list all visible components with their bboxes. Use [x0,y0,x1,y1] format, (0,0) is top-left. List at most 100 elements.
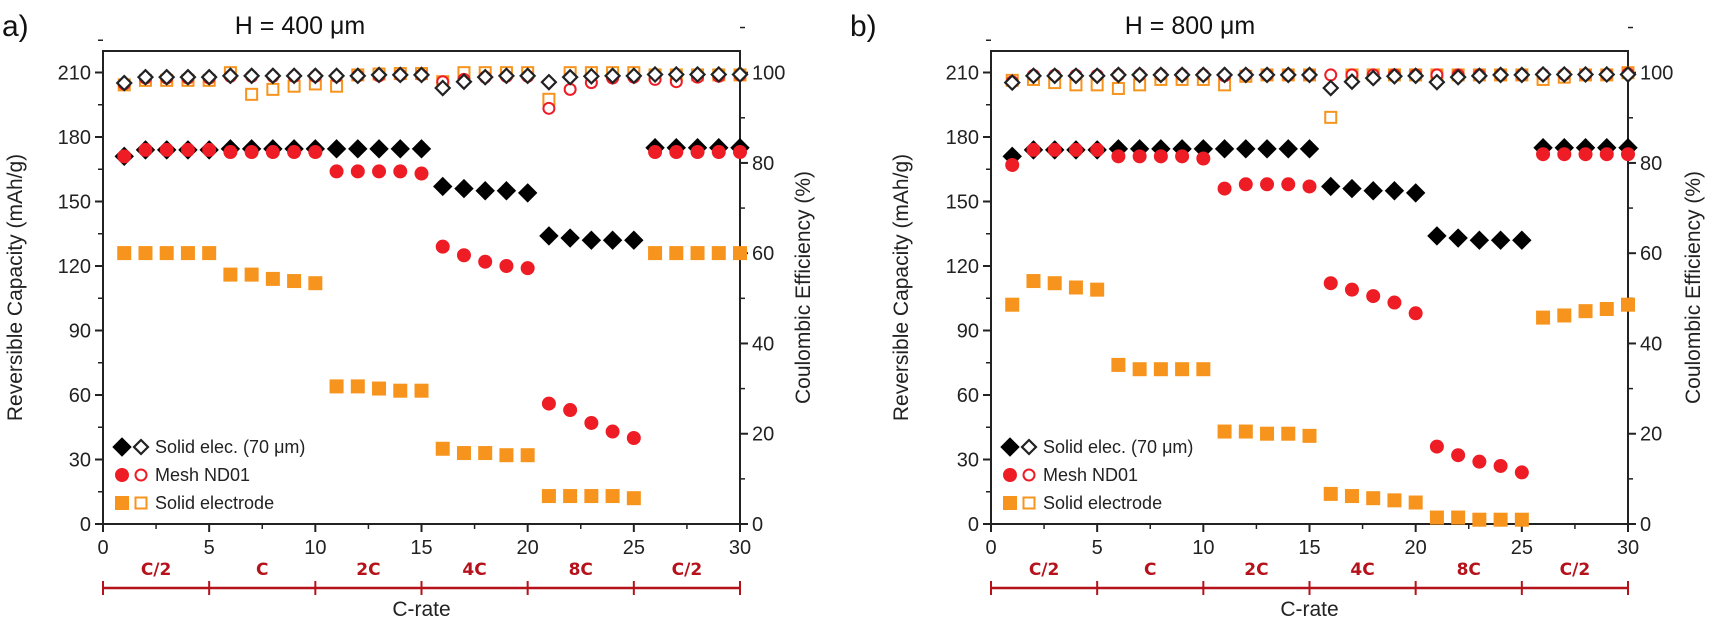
capacity-point [560,228,580,248]
capacity-point [1257,139,1277,159]
x-tick-label: 20 [1405,537,1427,559]
capacity-point [1153,362,1168,377]
legend-marker-filled [1003,468,1017,482]
c-rate-label: 8C [1457,560,1481,580]
capacity-point [1238,424,1253,439]
capacity-point [648,145,663,160]
x-tick-label: 10 [304,537,326,559]
legend-label: Mesh ND01 [155,465,250,485]
capacity-point [1493,458,1508,473]
capacity-point [202,246,217,261]
y-tick-label: 120 [58,256,91,278]
legend: Solid elec. (70 μm) Mesh ND01 Solid electr… [112,437,305,513]
capacity-point [1026,142,1041,157]
capacity-point [1557,308,1572,323]
c-rate-label: C/2 [672,560,703,580]
panel-label: b) [850,10,877,43]
capacity-point [1238,177,1253,192]
capacity-point [539,226,559,246]
capacity-point [329,379,344,394]
capacity-point [1599,302,1614,316]
y-axis-label: Reversible Capacity (mAh/g) [890,154,913,421]
ce-point [1576,65,1595,84]
ce-point [306,67,324,85]
capacity-point [287,145,302,160]
y2-tick-label: 60 [1640,243,1662,265]
legend-label: Solid electrode [1043,493,1162,513]
x-tick-label: 0 [985,537,996,559]
capacity-point [435,239,450,254]
capacity-point [1578,147,1593,162]
capacity-point [159,142,174,157]
ce-point [542,101,556,115]
capacity-point [626,491,641,506]
capacity-point [1260,177,1275,192]
x-tick-label: 0 [97,537,108,559]
ce-point [455,73,473,91]
c-rate-label: C [1144,560,1156,580]
ce-point [412,66,431,84]
capacity-point [1217,424,1232,439]
capacity-point [1214,139,1235,159]
capacity-point [1175,149,1190,164]
capacity-point [308,276,323,291]
capacity-point [393,164,408,179]
capacity-point [1299,139,1320,159]
ce-point [349,67,367,85]
ce-point [328,67,346,85]
legend-label: Solid elec. (70 μm) [155,437,305,457]
capacity-point [478,254,493,269]
capacity-point [1111,149,1126,164]
c-rate-label: 2C [1244,560,1268,580]
y-tick-label: 180 [946,127,979,149]
capacity-point [1408,306,1423,321]
capacity-point [393,383,408,398]
series-ce-diamond [115,65,749,97]
capacity-point [1344,489,1359,504]
ce-point [1324,110,1338,124]
ce-point [1619,65,1637,84]
capacity-point [1469,230,1490,250]
capacity-point [605,489,620,504]
capacity-point [1427,226,1447,246]
y-tick-label: 150 [946,192,979,214]
legend-marker-open [1022,468,1036,482]
ce-point [625,67,643,85]
ce-point [1555,65,1573,84]
capacity-point [517,183,538,203]
y-tick-label: 90 [957,321,979,343]
capacity-point [1405,183,1426,203]
c-rate-label: C/2 [1560,560,1591,580]
x-tick-label: 5 [1092,537,1103,559]
capacity-point [348,139,368,159]
capacity-point [369,139,389,159]
x-tick-label: 15 [410,537,432,559]
capacity-point [669,145,684,160]
capacity-point [563,489,578,504]
capacity-point [1514,512,1529,527]
ce-point [200,68,218,86]
chart-title: H = 400 μm [235,12,365,40]
x-axis-label: C-rate [392,598,450,621]
capacity-point [1429,439,1444,454]
capacity-point [1451,510,1466,525]
capacity-point [414,166,429,181]
capacity-point [1408,495,1423,510]
capacity-point [1196,151,1211,166]
ce-point [561,68,579,86]
ce-point [1513,66,1531,84]
capacity-point [433,176,453,197]
capacity-point [1196,362,1211,377]
capacity-point [1366,491,1381,506]
capacity-point [244,145,259,160]
x-tick-label: 25 [1511,537,1533,559]
capacity-point [1302,179,1317,194]
capacity-point [1005,157,1020,172]
capacity-point [1323,276,1338,291]
ce-point [1492,66,1510,84]
capacity-point [390,139,410,159]
capacity-point [1536,147,1551,162]
ce-point [179,68,197,86]
capacity-point [624,230,644,250]
